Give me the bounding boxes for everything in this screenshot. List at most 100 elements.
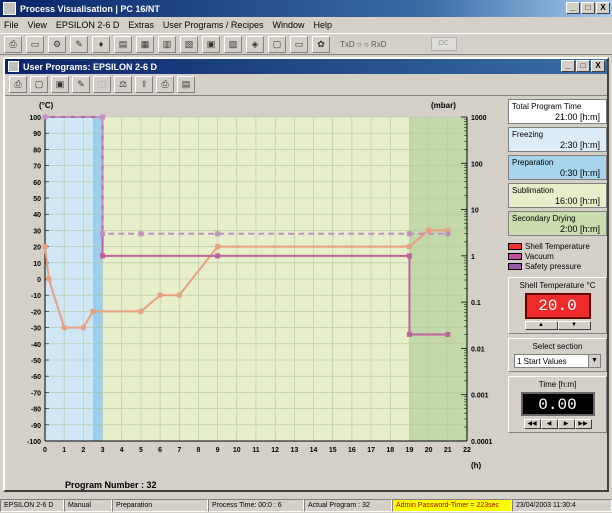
- child-maximize-button[interactable]: □: [576, 60, 590, 72]
- config-icon[interactable]: ⚙: [48, 35, 66, 53]
- series-point-0: [42, 244, 48, 250]
- report-icon[interactable]: ▤: [177, 76, 195, 93]
- info-panel: Total Program Time 21:00 [h:m] Freezing …: [508, 99, 607, 489]
- tools-icon[interactable]: ✎: [70, 35, 88, 53]
- y-right-tick-label: 0.001: [471, 393, 489, 400]
- last-button[interactable]: ▶▶: [574, 419, 592, 429]
- lamp-icon[interactable]: ♦: [92, 35, 110, 53]
- y-left-tick-label: -20: [31, 309, 41, 316]
- x-tick-label: 6: [158, 447, 162, 454]
- legend-label-safety: Safety pressure: [525, 262, 582, 271]
- x-tick-label: 5: [139, 447, 143, 454]
- child-window-controls: _ □ X: [561, 60, 605, 72]
- y-left-tick-label: -60: [31, 374, 41, 381]
- first-button[interactable]: ◀◀: [523, 419, 541, 429]
- menu-bar: File View EPSILON 2-6 D Extras User Prog…: [0, 17, 612, 33]
- x-tick-label: 21: [444, 447, 452, 454]
- freezing-label: Freezing: [512, 130, 544, 139]
- y-left-tick-label: -80: [31, 407, 41, 414]
- monitor-icon[interactable]: ▣: [202, 35, 220, 53]
- y-left-tick-label: 80: [33, 147, 41, 154]
- gear-icon[interactable]: ✿: [312, 35, 330, 53]
- y-left-tick-label: -100: [27, 439, 41, 446]
- time-label: Time [h:m]: [538, 380, 577, 389]
- window-icon[interactable]: ▭: [290, 35, 308, 53]
- preparation-box: Preparation 0:30 [h:m]: [508, 155, 607, 180]
- increase-button[interactable]: ▲: [524, 321, 558, 330]
- docs-icon[interactable]: ▨: [224, 35, 242, 53]
- print-small-icon[interactable]: ⎙: [156, 76, 174, 93]
- series-point-1: [406, 331, 412, 337]
- previous-button[interactable]: ◀: [540, 419, 558, 429]
- scale-icon[interactable]: ⚖: [114, 76, 132, 93]
- print-icon[interactable]: ⎙: [9, 76, 27, 93]
- save-icon[interactable]: ▣: [51, 76, 69, 93]
- y-left-tick-label: 20: [33, 245, 41, 252]
- preparation-label: Preparation: [512, 158, 554, 167]
- x-tick-label: 18: [386, 447, 394, 454]
- x-unit: (h): [471, 461, 482, 470]
- series-point-2: [100, 231, 106, 237]
- x-tick-label: 2: [81, 447, 85, 454]
- series-point-1: [445, 331, 451, 337]
- next-button[interactable]: ▶: [557, 419, 575, 429]
- minimize-button[interactable]: _: [566, 2, 580, 14]
- chevron-down-icon[interactable]: ▼: [588, 355, 600, 367]
- menu-window[interactable]: Window: [272, 20, 305, 30]
- series-line-0: [44, 229, 448, 329]
- series-point-2: [445, 231, 451, 237]
- program-number: Program Number : 32: [65, 479, 157, 490]
- select-section-label: Select section: [532, 342, 583, 351]
- new-icon[interactable]: ▢: [30, 76, 48, 93]
- menu-help[interactable]: Help: [313, 20, 332, 30]
- menu-view[interactable]: View: [27, 20, 47, 30]
- y-right-tick-label: 100: [471, 161, 483, 168]
- series-point-0: [426, 227, 432, 233]
- display-icon[interactable]: ▢: [268, 35, 286, 53]
- section-select[interactable]: 1 Start Values ▼: [514, 354, 601, 368]
- main-toolbar: ⎙ ▭ ⚙ ✎ ♦ ▤ ▦ ▥ ▧ ▣ ▨ ◈ ▢ ▭ ✿ TxD ○ ○ Rx…: [0, 33, 612, 55]
- sublimation-value: 16:00 [h:m]: [554, 196, 600, 206]
- sublimation-label: Sublimation: [512, 186, 554, 195]
- status-mode: Manual: [64, 499, 112, 512]
- network-icon[interactable]: ◈: [246, 35, 264, 53]
- menu-device[interactable]: EPSILON 2-6 D: [55, 20, 120, 30]
- status-datetime: 23/04/2003 11:30:4: [512, 499, 612, 512]
- time-nav-buttons: ◀◀ ◀ ▶ ▶▶: [512, 419, 603, 429]
- menu-extras[interactable]: Extras: [128, 20, 154, 30]
- menu-file[interactable]: File: [4, 20, 19, 30]
- close-button[interactable]: X: [596, 2, 610, 14]
- y-left-tick-label: -30: [31, 326, 41, 333]
- print-icon[interactable]: ⎙: [4, 35, 22, 53]
- child-close-button[interactable]: X: [591, 60, 605, 72]
- x-tick-label: 20: [425, 447, 433, 454]
- x-tick-label: 7: [177, 447, 181, 454]
- table-icon[interactable]: ▦: [136, 35, 154, 53]
- x-tick-label: 1: [62, 447, 66, 454]
- select-section-control: Select section 1 Start Values ▼: [508, 338, 607, 372]
- series-point-0: [61, 325, 67, 331]
- total-program-time-value: 21:00 [h:m]: [554, 112, 600, 122]
- menu-user-programs[interactable]: User Programs / Recipes: [162, 20, 264, 30]
- child-minimize-button[interactable]: _: [561, 60, 575, 72]
- y-left-tick-label: -40: [31, 342, 41, 349]
- shell-spin-buttons: ▲ ▼: [512, 321, 603, 330]
- y-left-tick-label: 40: [33, 212, 41, 219]
- series-point-1: [406, 253, 412, 259]
- maximize-button[interactable]: □: [581, 2, 595, 14]
- series-point-2: [42, 114, 48, 120]
- export-icon[interactable]: ⇪: [135, 76, 153, 93]
- decrease-button[interactable]: ▼: [557, 321, 591, 330]
- grid-icon[interactable]: ▥: [158, 35, 176, 53]
- chart-icon[interactable]: ▤: [114, 35, 132, 53]
- page-icon[interactable]: ▭: [26, 35, 44, 53]
- x-tick-label: 15: [329, 447, 337, 454]
- oc-button[interactable]: OC: [430, 37, 457, 51]
- disabled-icon: ◫: [93, 76, 111, 93]
- edit-icon[interactable]: ✎: [72, 76, 90, 93]
- y-left-tick-label: 100: [29, 115, 41, 122]
- legend-vacuum: Vacuum: [508, 252, 607, 261]
- y-left-tick-label: -70: [31, 390, 41, 397]
- chart-edit-icon[interactable]: ▧: [180, 35, 198, 53]
- y-left-tick-label: -90: [31, 423, 41, 430]
